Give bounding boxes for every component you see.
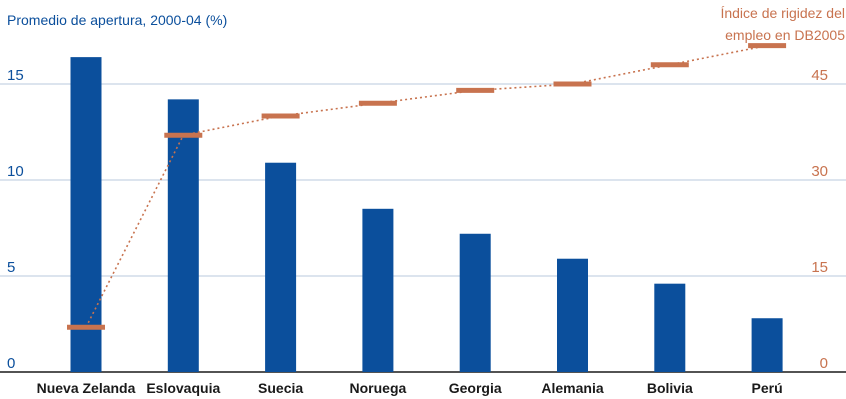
category-label-6: Bolivia xyxy=(647,380,693,396)
bar-7 xyxy=(751,318,783,372)
gridlines xyxy=(0,83,846,373)
left-tick-15: 15 xyxy=(7,67,24,84)
category-label-2: Suecia xyxy=(258,380,303,396)
bar-1 xyxy=(167,99,199,373)
category-label-0: Nueva Zelanda xyxy=(37,380,136,396)
category-label-1: Eslovaquia xyxy=(146,380,220,396)
bar-2 xyxy=(265,162,297,372)
left-tick-5: 5 xyxy=(7,259,15,276)
category-label-4: Georgia xyxy=(449,380,502,396)
left-axis-title: Promedio de apertura, 2000-04 (%) xyxy=(7,12,227,28)
right-tick-30: 30 xyxy=(811,163,828,180)
bar-0 xyxy=(70,57,102,373)
right-tick-15: 15 xyxy=(811,259,828,276)
axis-ticks: 0 5 10 15 0 15 30 45 xyxy=(7,67,828,372)
left-tick-10: 10 xyxy=(7,163,24,180)
category-label-5: Alemania xyxy=(541,380,603,396)
bar-4 xyxy=(459,233,491,372)
left-tick-0: 0 xyxy=(7,355,15,372)
right-tick-0: 0 xyxy=(820,355,828,372)
rigidity-dotted-line xyxy=(85,44,768,328)
bar-5 xyxy=(557,258,588,372)
bar-3 xyxy=(362,208,394,372)
category-label-3: Noruega xyxy=(350,380,407,396)
rigidity-series xyxy=(67,43,787,330)
right-axis-title-line1: Índice de rigidez del xyxy=(720,5,845,21)
bar-6 xyxy=(654,283,686,372)
category-labels: Nueva Zelanda Eslovaquia Suecia Noruega Geor… xyxy=(37,380,783,396)
right-axis-title-line2: empleo en DB2005 xyxy=(725,27,845,43)
bars xyxy=(70,57,783,373)
category-label-7: Perú xyxy=(752,380,783,396)
right-tick-45: 45 xyxy=(811,67,828,84)
